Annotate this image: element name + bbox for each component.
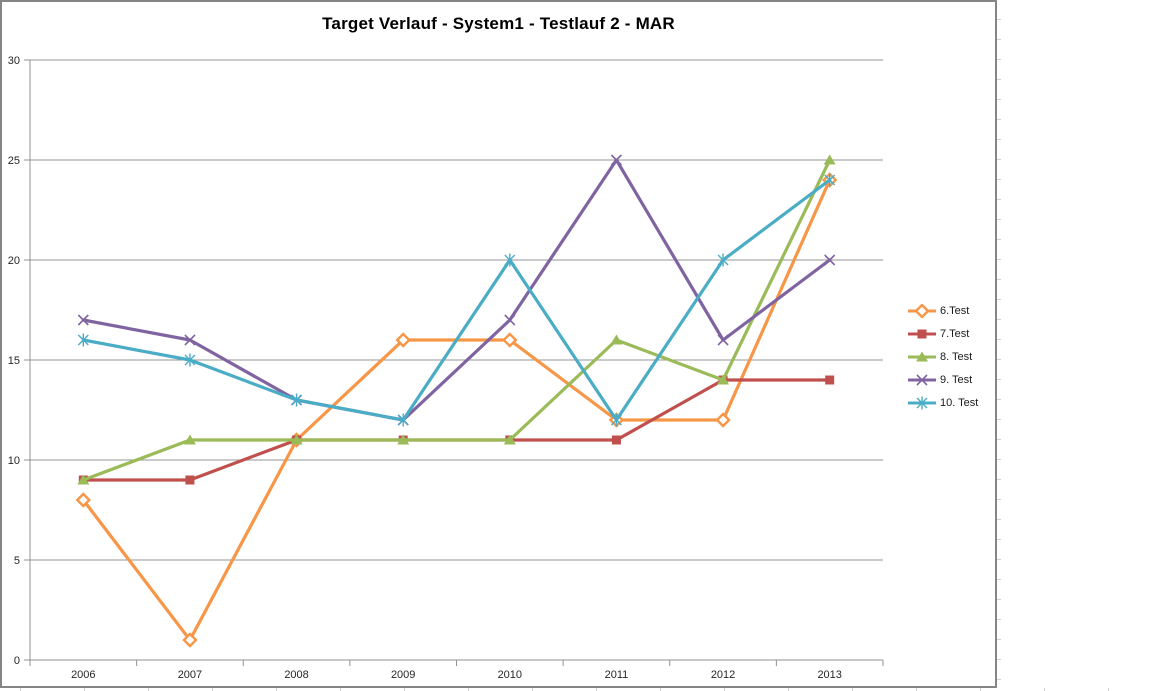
legend-label: 8. Test	[940, 351, 973, 363]
legend-key-icon	[908, 304, 936, 318]
marker-square	[611, 435, 621, 445]
x-tick-label: 2012	[711, 669, 735, 681]
legend-item[interactable]: 10. Test	[907, 396, 978, 410]
marker-star	[916, 396, 928, 410]
series-line	[81, 158, 832, 482]
legend-item[interactable]: 9. Test	[907, 373, 978, 387]
marker-square	[185, 475, 195, 485]
marker-triangle	[916, 351, 928, 362]
marker-star	[184, 353, 196, 367]
worksheet-right-sliver	[997, 0, 1001, 688]
legend-item[interactable]: 6.Test	[907, 304, 978, 318]
series-6.Test	[75, 172, 838, 648]
marker-triangle	[183, 434, 196, 445]
marker-x	[610, 154, 623, 166]
legend-item[interactable]: 7.Test	[907, 327, 978, 341]
y-tick-label: 5	[14, 555, 20, 567]
marker-diamond	[395, 332, 411, 348]
x-tick-label: 2007	[178, 669, 202, 681]
marker-triangle	[823, 154, 836, 165]
series-7.Test	[78, 375, 835, 485]
marker-x	[504, 314, 516, 326]
legend-label: 9. Test	[940, 374, 973, 386]
legend-key-icon	[908, 351, 936, 362]
legend-label: 6.Test	[940, 305, 970, 317]
x-tick-label: 2011	[605, 669, 629, 681]
x-tick-label: 2009	[391, 669, 415, 681]
marker-star	[291, 393, 303, 407]
marker-triangle	[717, 374, 730, 385]
series-line	[81, 178, 832, 422]
legend-key-icon	[908, 329, 936, 339]
marker-diamond	[715, 412, 731, 428]
marker-triangle	[610, 334, 623, 345]
series-line	[81, 158, 832, 422]
marker-triangle	[77, 474, 90, 485]
marker-square	[825, 375, 835, 385]
legend-key-icon	[908, 396, 936, 410]
marker-x	[77, 314, 89, 326]
y-tick-label: 20	[8, 255, 20, 267]
x-tick-label: 2008	[284, 669, 308, 681]
y-tick-label: 30	[8, 55, 20, 67]
y-tick-label: 10	[8, 455, 20, 467]
series-line	[81, 378, 832, 482]
marker-diamond	[182, 632, 198, 648]
marker-diamond	[502, 332, 518, 348]
marker-triangle	[397, 434, 410, 445]
y-tick-label: 15	[8, 355, 20, 367]
marker-x	[824, 254, 836, 266]
marker-star	[397, 413, 409, 427]
legend-key-icon	[908, 374, 936, 386]
marker-x	[184, 334, 196, 346]
series-8.Test	[77, 154, 836, 485]
legend-label: 10. Test	[940, 397, 979, 409]
marker-star	[77, 333, 89, 347]
marker-diamond	[75, 492, 92, 508]
marker-square	[917, 329, 927, 339]
series-10.Test	[77, 173, 836, 427]
marker-star	[610, 413, 622, 427]
series-line	[81, 178, 832, 642]
chart-title: Target Verlauf - System1 - Testlauf 2 - …	[322, 14, 675, 33]
worksheet-bottom-sliver	[0, 688, 1152, 691]
marker-triangle	[503, 434, 516, 445]
y-tick-label: 0	[14, 655, 20, 667]
marker-star	[504, 253, 516, 267]
legend[interactable]: 6.Test 7.Test 8. Test 9. Test 10. Test	[907, 304, 978, 410]
marker-x	[717, 334, 729, 346]
x-tick-label: 2006	[71, 669, 95, 681]
marker-diamond	[914, 304, 930, 318]
legend-item[interactable]: 8. Test	[907, 350, 978, 364]
marker-triangle	[290, 434, 303, 445]
marker-star	[824, 173, 836, 187]
chart-object[interactable]: Target Verlauf - System1 - Testlauf 2 - …	[0, 0, 997, 688]
legend-label: 7.Test	[940, 328, 970, 340]
y-tick-label: 25	[8, 155, 20, 167]
marker-star	[717, 253, 729, 267]
x-tick-label: 2013	[817, 669, 841, 681]
marker-x	[916, 374, 928, 386]
plot-area: 0 5 10 15 20 25 30 2006 2007 2008 2009 2010 2011 2012…	[8, 55, 884, 681]
x-tick-label: 2010	[498, 669, 522, 681]
